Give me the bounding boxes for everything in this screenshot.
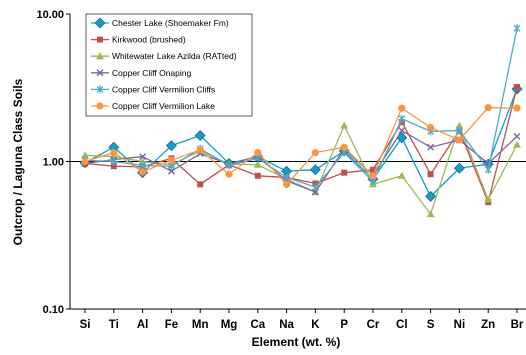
data-point [194, 130, 206, 141]
x-tick-label: Ti [109, 319, 119, 331]
data-point [425, 190, 437, 202]
x-tick-label: S [427, 319, 435, 331]
series-line [84, 129, 518, 193]
x-tick-label: Na [279, 319, 294, 331]
data-point [513, 104, 521, 112]
data-point [398, 127, 406, 135]
x-tick-label: Ca [250, 319, 265, 331]
x-tick-label: Mn [192, 319, 209, 331]
data-point [340, 121, 349, 129]
data-point [196, 146, 204, 154]
data-point [81, 151, 89, 159]
legend-marker [97, 36, 103, 43]
x-axis-label: Element (wt. %) [252, 335, 341, 349]
legend-marker [96, 85, 104, 94]
x-tick-label: Ni [454, 319, 466, 331]
data-point [139, 161, 147, 170]
data-point [254, 172, 261, 179]
data-point [139, 153, 147, 161]
x-tick-label: K [311, 319, 320, 331]
data-point [197, 181, 204, 188]
y-tick-label: 0.10 [43, 304, 64, 316]
data-point [484, 165, 492, 174]
data-point [311, 148, 319, 157]
data-point [110, 148, 118, 157]
data-point [427, 171, 434, 178]
data-point [513, 24, 521, 33]
data-point [513, 140, 521, 148]
legend-label: Chester Lake (Shoemaker Fm) [112, 18, 229, 28]
data-point [427, 143, 435, 151]
legend-label: Copper Cliff Vermilion Lake [112, 101, 215, 111]
legend-item: Copper Cliff Vermilion Cliffs [91, 84, 215, 94]
data-point [225, 170, 233, 178]
data-point [283, 180, 291, 188]
data-point [370, 166, 376, 173]
data-point [254, 148, 262, 157]
x-tick-label: Zn [481, 319, 495, 331]
data-point [513, 132, 521, 140]
data-point [455, 121, 464, 129]
y-axis-label: Outcrop / Laguna Class Soils [11, 78, 25, 245]
data-point [427, 123, 435, 132]
data-point [81, 157, 89, 166]
legend-box [85, 13, 253, 117]
data-point [369, 172, 377, 180]
legend-label: Whitewater Lake Azilda (RATted) [112, 51, 237, 61]
data-point [484, 103, 492, 112]
series-line [84, 106, 518, 186]
data-point [453, 162, 465, 174]
legend-item: Copper Cliff Vermilion Lake [91, 101, 215, 111]
data-point [397, 171, 406, 179]
x-tick-label: Si [80, 319, 91, 331]
data-point [311, 183, 319, 192]
y-tick-label: 1.00 [43, 157, 64, 169]
data-point [225, 161, 233, 170]
data-point [484, 195, 493, 203]
legend-item: Chester Lake (Shoemaker Fm) [91, 17, 229, 29]
data-point [514, 83, 520, 90]
data-point [396, 132, 408, 144]
data-point [340, 143, 348, 151]
data-point [341, 169, 348, 176]
data-point [398, 104, 406, 112]
legend-label: Kirkwood (brushed) [112, 35, 186, 45]
series-line [84, 88, 518, 198]
y-tick-label: 10.00 [36, 9, 64, 21]
legend-item: Copper Cliff Onaping [91, 68, 191, 78]
data-point [398, 114, 406, 123]
data-point [110, 163, 117, 170]
legend-marker [96, 52, 104, 60]
x-tick-label: Mg [221, 319, 238, 331]
data-point [311, 188, 319, 196]
legend-item: Whitewater Lake Azilda (RATted) [91, 51, 237, 61]
x-tick-label: Al [137, 319, 149, 331]
data-point [167, 167, 175, 175]
series-group [81, 103, 521, 188]
x-tick-label: Cr [367, 319, 380, 331]
legend-marker [96, 69, 104, 77]
data-point [165, 140, 177, 152]
legend-marker [96, 102, 104, 110]
x-tick-label: Fe [165, 319, 178, 331]
data-point [283, 173, 291, 182]
legend-item: Kirkwood (brushed) [91, 35, 186, 45]
legend-label: Copper Cliff Onaping [112, 68, 191, 78]
x-tick-label: P [340, 319, 348, 331]
legend-label: Copper Cliff Vermilion Cliffs [112, 84, 215, 94]
data-point [167, 156, 175, 164]
legend-marker [94, 17, 106, 29]
x-tick-label: Br [511, 319, 524, 331]
data-point [139, 168, 147, 176]
data-point [426, 210, 435, 218]
data-point [309, 164, 321, 176]
data-point [455, 126, 463, 135]
x-tick-label: Cl [396, 319, 408, 331]
data-point [253, 160, 262, 168]
data-point [110, 157, 118, 166]
data-point [455, 136, 463, 144]
